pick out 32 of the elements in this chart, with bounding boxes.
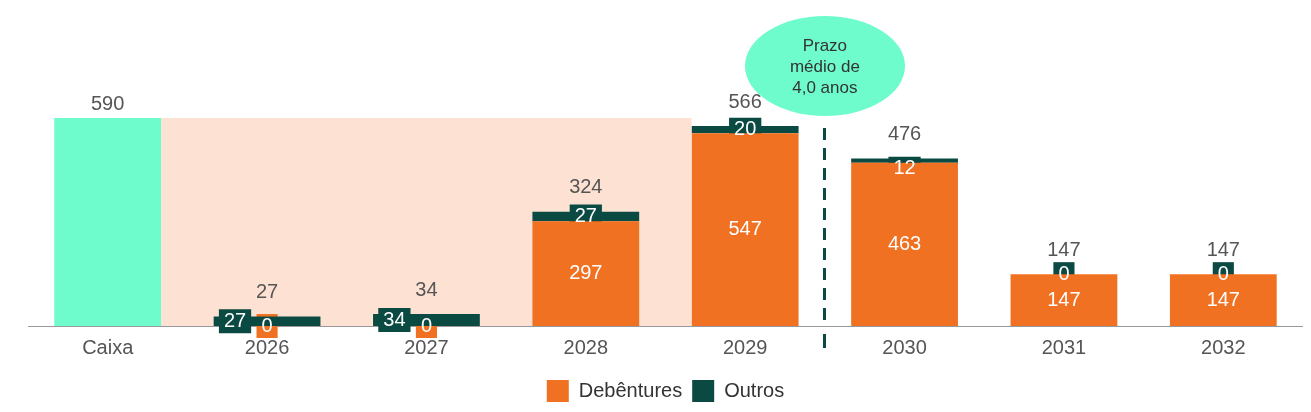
x-tick-label: 2028: [563, 335, 609, 358]
x-tick-label: 2030: [882, 335, 927, 358]
data-label: 12: [893, 156, 916, 179]
bar: [851, 162, 958, 326]
data-label: 463: [887, 231, 922, 254]
total-label: 27: [255, 280, 279, 302]
bar: [532, 221, 640, 326]
data-label: 34: [383, 307, 406, 330]
x-tick-label: 2031: [1041, 335, 1087, 358]
total-label: 147: [1047, 237, 1081, 260]
text: Prazo médio de 4,0 anos: [789, 35, 860, 97]
data-label: 27: [574, 204, 597, 227]
legend-label: Outros: [724, 378, 785, 401]
bar: [691, 133, 799, 326]
bar: [54, 118, 162, 326]
total-label: 476: [887, 122, 922, 145]
x-tick-label: 2027: [404, 335, 449, 358]
total-label: 590: [91, 91, 125, 114]
data-label: 147: [1206, 287, 1240, 310]
total-label: 324: [569, 175, 603, 198]
legend-label: Debêntures: [578, 378, 683, 401]
x-tick-label: 2029: [722, 335, 768, 358]
total-label: 566: [728, 89, 762, 112]
total-label: 34: [415, 277, 438, 300]
data-label: 297: [569, 261, 603, 284]
x-tick-label: Caixa: [82, 335, 135, 358]
total-label: 147: [1206, 237, 1240, 260]
data-label: 27: [223, 308, 247, 331]
x-tick-label: 2032: [1201, 335, 1246, 358]
data-label: 147: [1047, 287, 1081, 310]
x-tick-label: 2026: [244, 335, 290, 358]
data-label: 547: [728, 217, 762, 240]
